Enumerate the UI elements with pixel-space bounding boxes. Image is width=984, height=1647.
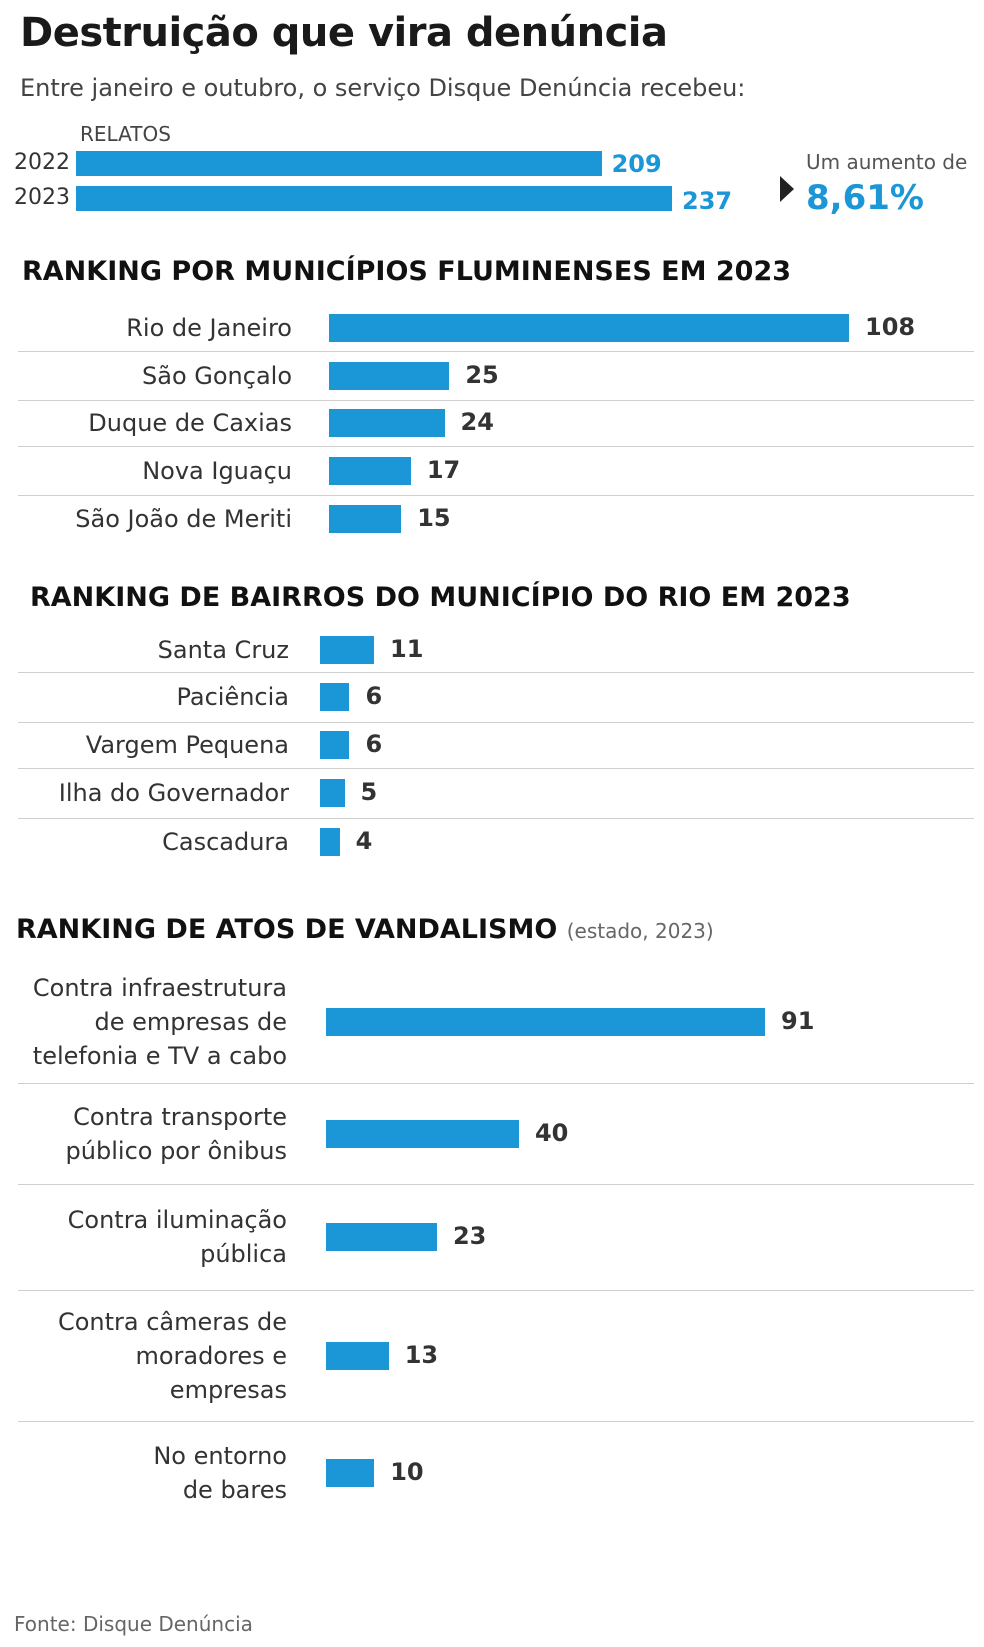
category-label-line: moradores e: [135, 1341, 287, 1370]
row-separator: [18, 495, 974, 496]
section-title-municipios: RANKING POR MUNICÍPIOS FLUMINENSES EM 20…: [22, 256, 792, 287]
row-separator: [18, 768, 974, 769]
category-label: Vargem Pequena: [0, 728, 289, 762]
category-label: Contra iluminação pública: [0, 1203, 287, 1271]
category-label-line: público por ônibus: [65, 1136, 287, 1165]
category-label: Rio de Janeiro: [0, 311, 292, 345]
bar: [326, 1223, 437, 1251]
category-label: Duque de Caxias: [0, 406, 292, 440]
value-label: 91: [781, 1006, 815, 1035]
bar: [329, 313, 849, 342]
value-label: 23: [452, 1222, 487, 1250]
value-label: 40: [534, 1118, 569, 1147]
row-separator: [18, 672, 974, 673]
bar: [329, 361, 450, 390]
relatos-label: RELATOS: [80, 122, 171, 146]
category-label-line: Contra câmeras de: [57, 1307, 287, 1336]
source-note: Fonte: Disque Denúncia: [14, 1612, 253, 1636]
value-label: 209: [611, 150, 662, 178]
category-label: Ilha do Governador: [0, 776, 289, 810]
value-label: 15: [417, 504, 451, 532]
bar: [320, 636, 374, 664]
category-label-line: pública: [200, 1240, 287, 1268]
bar: [76, 186, 672, 211]
category-label: São João de Meriti: [0, 502, 292, 536]
category-label-line: Cascadura: [162, 828, 289, 856]
category-label-line: Santa Cruz: [157, 636, 289, 664]
bar: [320, 828, 340, 856]
category-label-line: Duque de Caxias: [88, 409, 292, 437]
section-note-atos: (estado, 2023): [566, 919, 714, 943]
category-label-line: São Gonçalo: [142, 361, 292, 390]
category-label-line: Paciência: [176, 683, 289, 711]
page-title: Destruição que vira denúncia: [20, 10, 668, 56]
category-label: Paciência: [0, 680, 289, 714]
row-separator: [18, 400, 974, 401]
value-label: 24: [460, 408, 494, 436]
bar: [326, 1007, 765, 1036]
category-label-line: Contra transporte: [73, 1102, 287, 1131]
category-label-line: de empresas de: [94, 1007, 287, 1036]
value-label: 25: [465, 360, 499, 389]
category-label-line: Contra infraestrutura: [32, 973, 287, 1002]
category-label: Nova Iguaçu: [0, 454, 292, 488]
category-label-line: Ilha do Governador: [58, 779, 289, 807]
category-label: Contra câmeras de moradores e empresas: [0, 1305, 287, 1407]
bar: [320, 731, 350, 759]
bar: [76, 151, 602, 176]
bar: [329, 456, 411, 485]
page-subtitle: Entre janeiro e outubro, o serviço Disqu…: [20, 74, 746, 102]
year-label: 2022: [14, 150, 70, 175]
category-label-line: empresas: [169, 1375, 287, 1404]
value-label: 17: [426, 455, 461, 484]
value-label: 6: [365, 682, 383, 710]
category-label: Santa Cruz: [0, 633, 289, 667]
value-label: 108: [865, 312, 916, 341]
category-label-line: Contra iluminação: [67, 1206, 287, 1234]
row-separator: [18, 1421, 974, 1422]
bar: [329, 409, 445, 437]
row-separator: [18, 1184, 974, 1185]
category-label: Cascadura: [0, 825, 289, 859]
category-label-line: São João de Meriti: [75, 505, 292, 533]
value-label: 4: [355, 827, 373, 855]
value-label: 5: [360, 778, 378, 806]
category-label-line: telefonia e TV a cabo: [32, 1041, 287, 1070]
increase-label: Um aumento de: [806, 150, 968, 174]
category-label-line: de bares: [182, 1476, 287, 1504]
bar: [320, 779, 345, 807]
bar: [326, 1119, 519, 1148]
bar: [320, 683, 350, 711]
row-separator: [18, 1083, 974, 1084]
row-separator: [18, 1290, 974, 1291]
bar: [329, 505, 402, 533]
value-label: 13: [404, 1340, 439, 1369]
value-label: 10: [390, 1458, 424, 1486]
row-separator: [18, 818, 974, 819]
category-label: Contra infraestrutura de empresas de telef…: [0, 971, 287, 1073]
year-label: 2023: [14, 185, 70, 210]
value-label: 237: [682, 187, 733, 215]
row-separator: [18, 446, 974, 447]
increase-value: 8,61%: [806, 178, 924, 218]
section-title-atos-text: RANKING DE ATOS DE VANDALISMO: [16, 914, 558, 945]
category-label-line: Nova Iguaçu: [142, 456, 292, 485]
section-title-atos: RANKING DE ATOS DE VANDALISMO (estado, 2…: [16, 914, 714, 945]
category-label: No entorno de bares: [0, 1439, 287, 1507]
section-title-bairros: RANKING DE BAIRROS DO MUNICÍPIO DO RIO E…: [30, 582, 851, 613]
category-label-line: Vargem Pequena: [85, 731, 289, 759]
row-separator: [18, 722, 974, 723]
value-label: 11: [390, 635, 424, 663]
row-separator: [18, 351, 974, 352]
arrow-right-icon: [780, 176, 794, 202]
bar: [326, 1459, 375, 1487]
category-label: São Gonçalo: [0, 359, 292, 393]
value-label: 6: [365, 730, 383, 758]
category-label: Contra transporte público por ônibus: [0, 1100, 287, 1168]
category-label-line: No entorno: [153, 1442, 287, 1470]
category-label-line: Rio de Janeiro: [126, 313, 292, 342]
bar: [326, 1341, 389, 1370]
